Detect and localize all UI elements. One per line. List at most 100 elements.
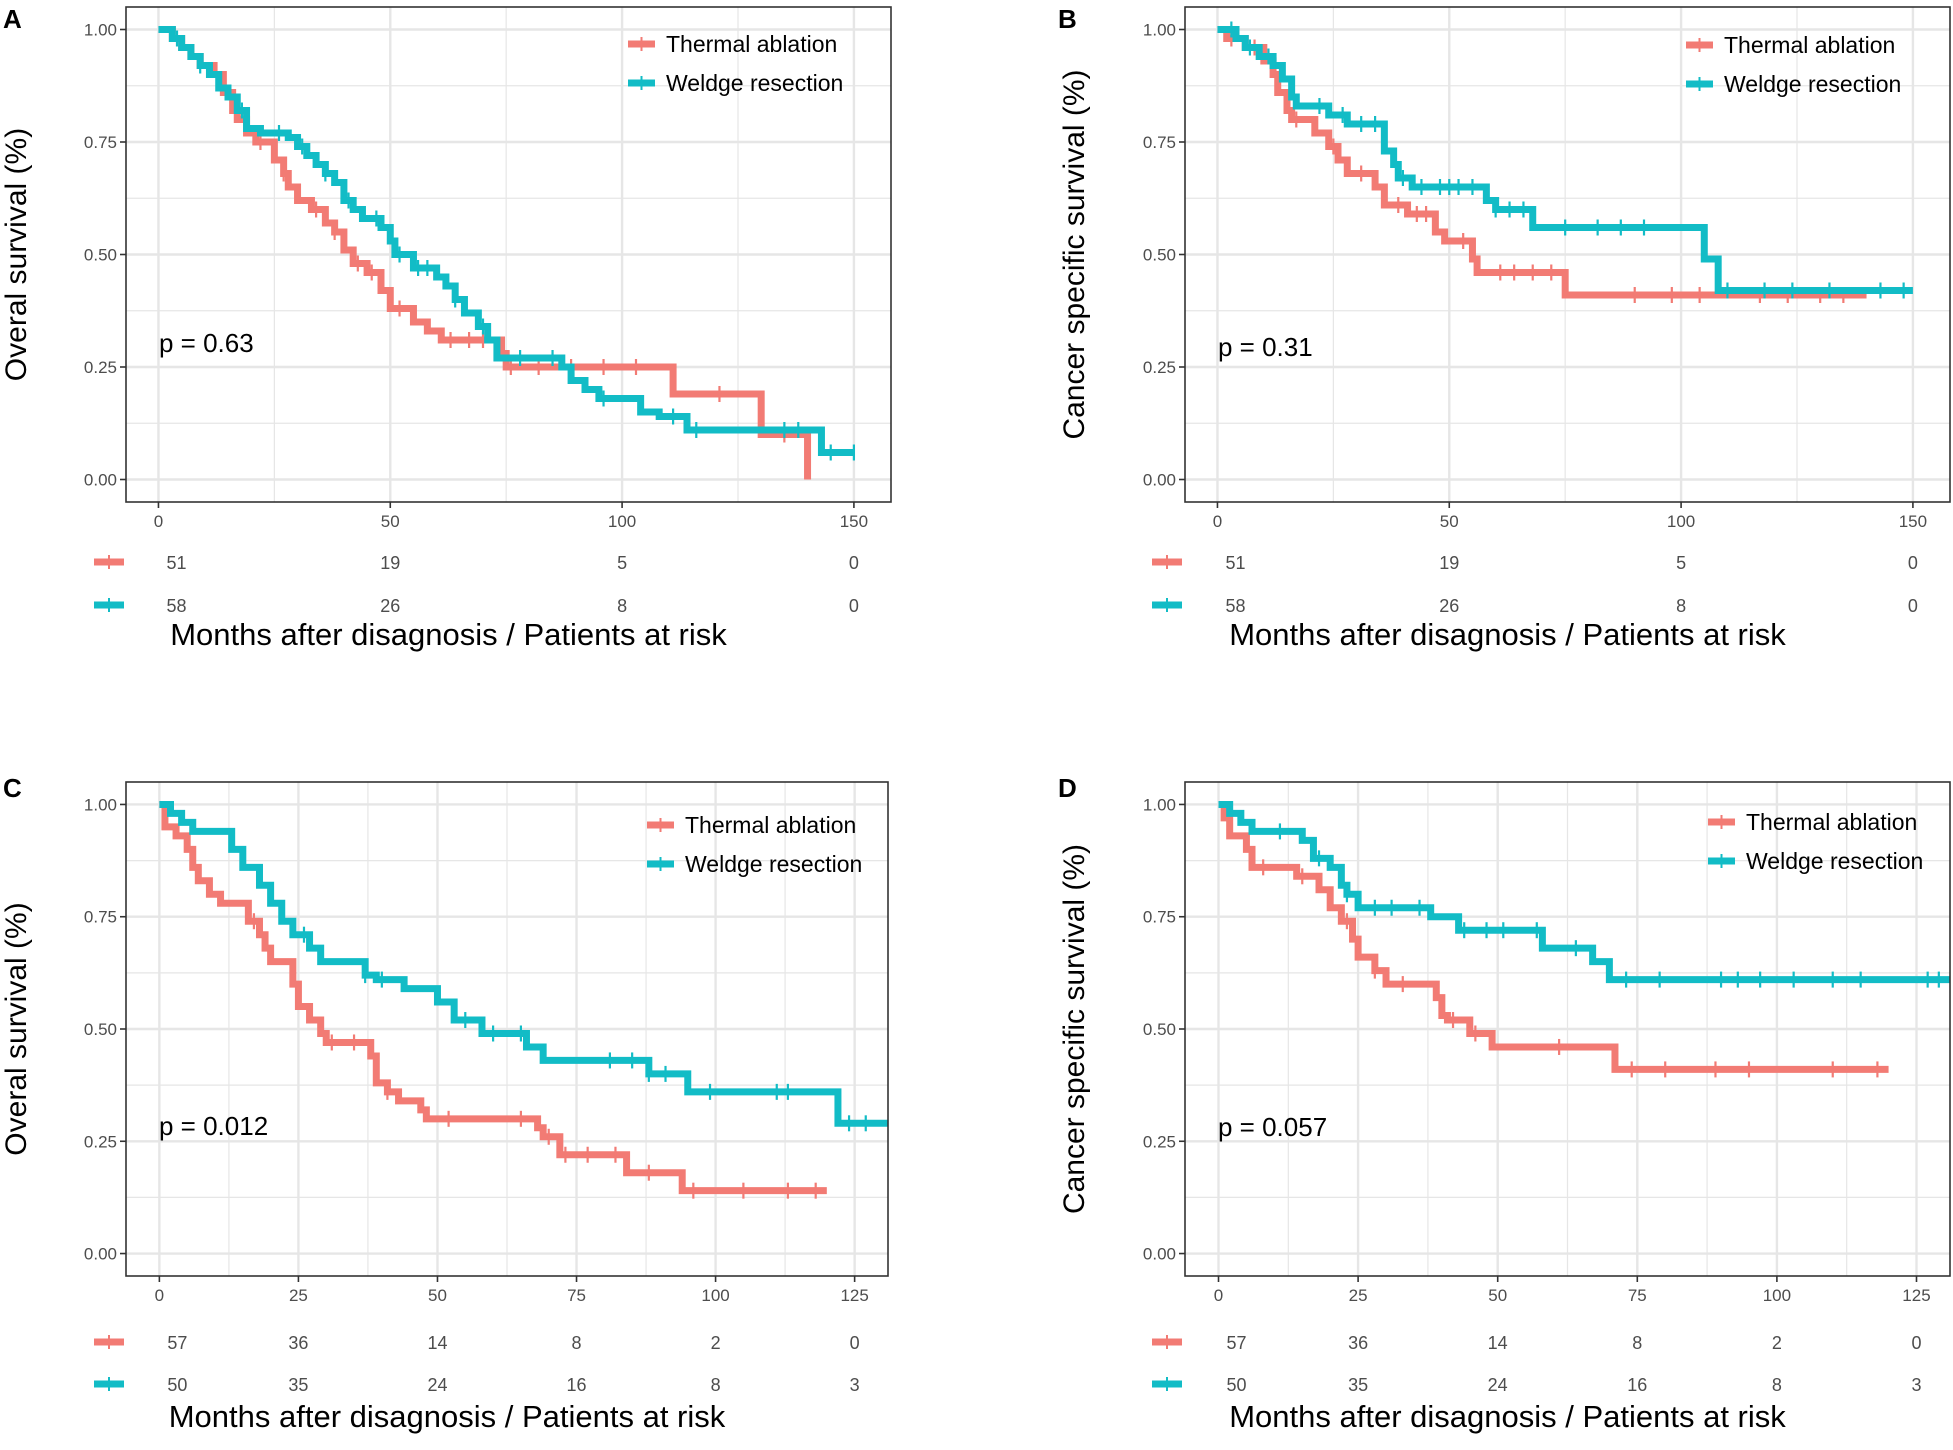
y-tick-label: 0.25 — [1143, 358, 1176, 377]
risk-count: 51 — [166, 553, 186, 573]
x-tick-label: 100 — [701, 1286, 729, 1305]
risk-count: 58 — [1225, 596, 1245, 616]
legend-label: Weldge resection — [1724, 71, 1901, 97]
risk-count: 0 — [849, 596, 859, 616]
x-axis-title: Months after disagnosis / Patients at ri… — [169, 1399, 726, 1434]
survival-curve-wedge-resection — [159, 800, 888, 1127]
risk-count: 8 — [572, 1333, 582, 1353]
y-tick-label: 0.50 — [84, 246, 117, 265]
risk-table: 57 36 14 8 2 0 50 35 24 16 8 3 — [1152, 1333, 1922, 1395]
x-axis-title: Months after disagnosis / Patients at ri… — [1229, 617, 1786, 652]
panel-label: A — [3, 4, 22, 34]
grid — [1185, 7, 1950, 502]
legend: Thermal ablation Weldge resection — [647, 812, 862, 877]
y-tick-label: 1.00 — [84, 795, 117, 814]
grid — [126, 782, 888, 1276]
x-tick-label: 25 — [1349, 1286, 1368, 1305]
y-tick-label: 1.00 — [84, 21, 117, 40]
risk-count: 19 — [1439, 553, 1459, 573]
panel-c: 0.00 0.25 0.50 0.75 1.00 0 25 50 75 100 125 Overal … — [0, 773, 889, 1434]
survival-curve-thermal-ablation — [159, 800, 827, 1195]
risk-table: 51 19 5 0 58 26 8 0 — [94, 553, 859, 616]
x-tick-label: 75 — [567, 1286, 586, 1305]
y-tick-label: 0.75 — [1143, 133, 1176, 152]
y-axis-title: Overal survival (%) — [0, 128, 33, 381]
risk-count: 50 — [1227, 1375, 1247, 1395]
y-tick-label: 1.00 — [1143, 795, 1176, 814]
y-tick-label: 0.00 — [84, 1245, 117, 1264]
y-axis-title: Cancer specific survival (%) — [1058, 844, 1091, 1214]
grid — [1185, 782, 1950, 1276]
x-tick-label: 0 — [1214, 1286, 1223, 1305]
y-tick-label: 0.25 — [84, 1132, 117, 1151]
risk-count: 3 — [850, 1375, 860, 1395]
survival-curve-wedge-resection — [158, 26, 854, 456]
x-tick-label: 125 — [1902, 1286, 1930, 1305]
legend-label: Thermal ablation — [1746, 809, 1917, 835]
risk-count: 57 — [1227, 1333, 1247, 1353]
x-tick-label: 25 — [289, 1286, 308, 1305]
y-tick-label: 0.75 — [84, 908, 117, 927]
risk-count: 5 — [617, 553, 627, 573]
risk-count: 36 — [288, 1333, 308, 1353]
y-tick-label: 0.50 — [1143, 1020, 1176, 1039]
risk-count: 0 — [1908, 596, 1918, 616]
legend-label: Thermal ablation — [685, 812, 856, 838]
x-tick-label: 0 — [155, 1286, 164, 1305]
y-tick-label: 0.75 — [1143, 908, 1176, 927]
x-tick-label: 50 — [1440, 512, 1459, 531]
risk-count: 36 — [1348, 1333, 1368, 1353]
legend-label: Thermal ablation — [1724, 32, 1895, 58]
x-tick-label: 0 — [154, 512, 163, 531]
risk-count: 8 — [617, 596, 627, 616]
y-tick-label: 0.25 — [84, 358, 117, 377]
risk-count: 16 — [1627, 1375, 1647, 1395]
risk-count: 0 — [850, 1333, 860, 1353]
risk-count: 2 — [711, 1333, 721, 1353]
legend: Thermal ablation Weldge resection — [1708, 809, 1923, 874]
y-tick-label: 0.25 — [1143, 1132, 1176, 1151]
panel-label: D — [1058, 773, 1077, 803]
risk-count: 24 — [427, 1375, 447, 1395]
y-axis-title: Overal survival (%) — [0, 902, 33, 1155]
risk-count: 5 — [1676, 553, 1686, 573]
risk-count: 26 — [380, 596, 400, 616]
y-tick-label: 0.50 — [1143, 246, 1176, 265]
p-value: p = 0.31 — [1218, 332, 1313, 362]
y-tick-label: 0.75 — [84, 133, 117, 152]
risk-count: 8 — [1632, 1333, 1642, 1353]
risk-count: 35 — [1348, 1375, 1368, 1395]
survival-curve-wedge-resection — [1217, 26, 1913, 294]
x-tick-label: 50 — [428, 1286, 447, 1305]
risk-table: 57 36 14 8 2 0 50 35 24 16 8 3 — [94, 1333, 860, 1395]
grid — [126, 7, 891, 502]
risk-count: 16 — [567, 1375, 587, 1395]
risk-table: 51 19 5 0 58 26 8 0 — [1152, 553, 1918, 616]
y-tick-label: 0.50 — [84, 1020, 117, 1039]
x-tick-label: 0 — [1213, 512, 1222, 531]
risk-count: 0 — [1911, 1333, 1921, 1353]
x-axis-title: Months after disagnosis / Patients at ri… — [1229, 1399, 1786, 1434]
panel-label: B — [1058, 4, 1077, 34]
curves — [158, 26, 856, 480]
x-tick-label: 125 — [840, 1286, 868, 1305]
risk-count: 3 — [1911, 1375, 1921, 1395]
p-value: p = 0.63 — [159, 328, 254, 358]
x-axis-title: Months after disagnosis / Patients at ri… — [170, 617, 727, 652]
risk-count: 58 — [166, 596, 186, 616]
legend-label: Weldge resection — [666, 70, 843, 96]
risk-count: 0 — [849, 553, 859, 573]
legend: Thermal ablation Weldge resection — [1686, 32, 1901, 97]
legend: Thermal ablation Weldge resection — [628, 31, 843, 96]
risk-count: 8 — [1772, 1375, 1782, 1395]
curves — [1218, 800, 1950, 1078]
survival-curve-thermal-ablation — [1218, 800, 1889, 1073]
legend-label: Thermal ablation — [666, 31, 837, 57]
risk-count: 2 — [1772, 1333, 1782, 1353]
risk-count: 51 — [1225, 553, 1245, 573]
x-tick-label: 50 — [381, 512, 400, 531]
risk-count: 24 — [1488, 1375, 1508, 1395]
risk-count: 14 — [1488, 1333, 1508, 1353]
